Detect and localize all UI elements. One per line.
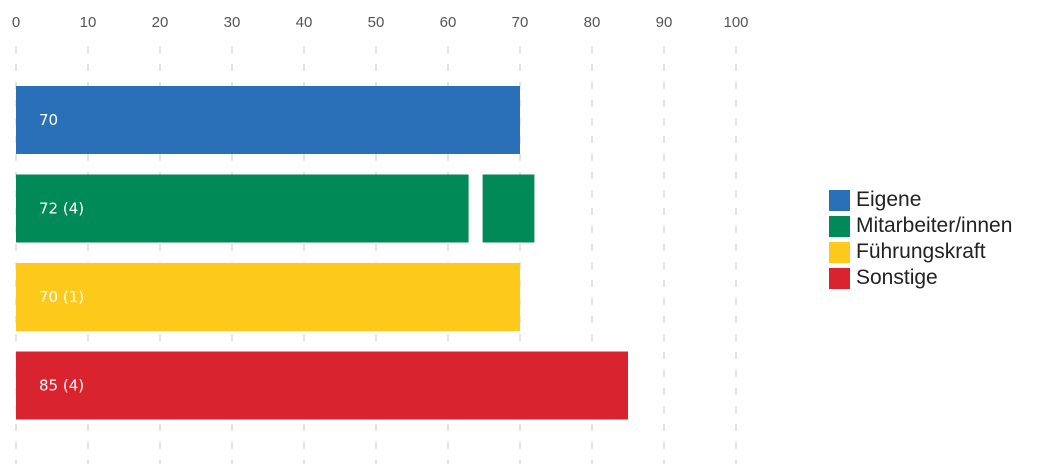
bar-value-label: 85 (4) bbox=[39, 377, 84, 395]
legend-swatch bbox=[829, 241, 850, 263]
legend-item-sonstige: Sonstige bbox=[829, 266, 1012, 290]
tick-label: 100 bbox=[723, 14, 748, 31]
legend-swatch bbox=[829, 267, 850, 289]
legend: Eigene Mitarbeiter/innen Führungskraft S… bbox=[829, 188, 1012, 292]
bar-mitarbeiter-innen bbox=[16, 174, 535, 243]
bars: 70 72 (4) 70 (1) 85 (4) bbox=[16, 86, 628, 420]
bar-value-label: 72 (4) bbox=[39, 200, 84, 218]
legend-label: Mitarbeiter/innen bbox=[856, 214, 1013, 237]
tick-label: 20 bbox=[152, 14, 169, 31]
legend-label: Sonstige bbox=[856, 266, 938, 289]
legend-label: Führungskraft bbox=[856, 240, 986, 263]
tick-label: 0 bbox=[12, 14, 20, 31]
tick-label: 30 bbox=[224, 14, 241, 31]
bar-value-label: 70 (1) bbox=[39, 288, 84, 306]
bar-f-hrungskraft bbox=[16, 263, 520, 331]
bar-eigene bbox=[16, 86, 520, 154]
legend-swatch bbox=[829, 215, 850, 237]
legend-label: Eigene bbox=[856, 188, 922, 211]
tick-label: 70 bbox=[512, 14, 529, 31]
tick-label: 50 bbox=[368, 14, 385, 31]
legend-item-mitarbeiter: Mitarbeiter/innen bbox=[829, 214, 1012, 238]
tick-label: 60 bbox=[440, 14, 457, 31]
axis-ticks: 0 10 20 30 40 50 60 70 80 90 100 bbox=[12, 14, 749, 31]
tick-label: 10 bbox=[80, 14, 97, 31]
legend-item-fuehrungskraft: Führungskraft bbox=[829, 240, 1012, 264]
tick-label: 80 bbox=[584, 14, 601, 31]
legend-swatch bbox=[829, 189, 850, 211]
reference-marker bbox=[468, 174, 483, 243]
tick-label: 40 bbox=[296, 14, 313, 31]
tick-label: 90 bbox=[656, 14, 673, 31]
legend-item-eigene: Eigene bbox=[829, 188, 1012, 212]
bar-sonstige bbox=[16, 351, 628, 420]
bar-chart: 0 10 20 30 40 50 60 70 80 90 100 70 72 (4) 70 (1) 85 … bbox=[12, 14, 749, 464]
bar-value-label: 70 bbox=[39, 111, 58, 129]
